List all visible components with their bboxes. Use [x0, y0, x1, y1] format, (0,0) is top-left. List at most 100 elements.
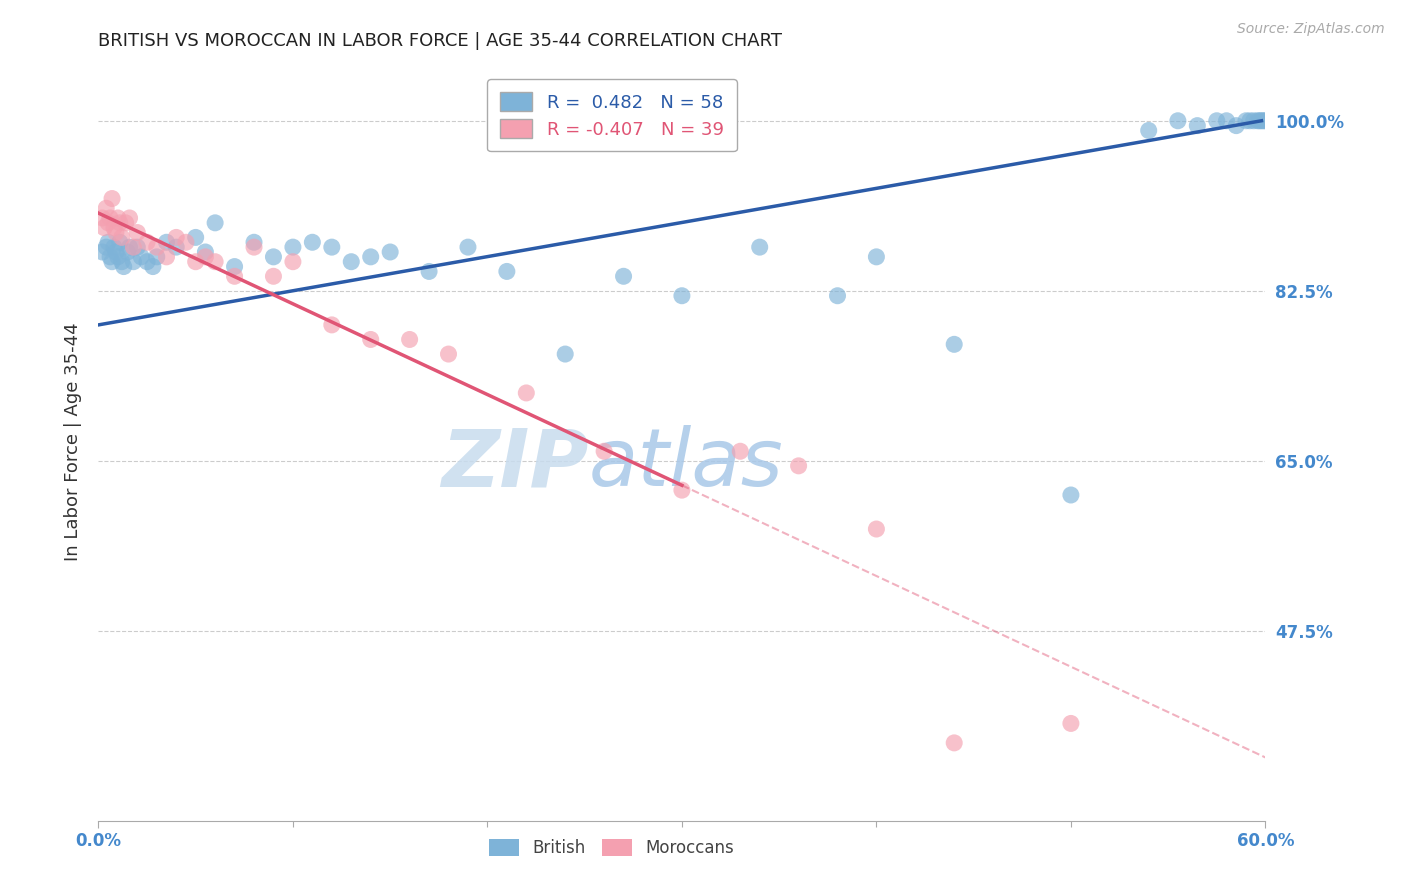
Point	[155, 235, 177, 250]
Point	[97, 216, 120, 230]
Point	[224, 269, 246, 284]
Point	[360, 333, 382, 347]
Point	[1060, 716, 1083, 731]
Point	[1187, 119, 1209, 133]
Point	[165, 230, 187, 244]
Point	[321, 240, 343, 254]
Point	[496, 264, 519, 278]
Point	[748, 240, 770, 254]
Point	[118, 240, 141, 254]
Point	[671, 483, 693, 497]
Point	[827, 289, 849, 303]
Point	[111, 230, 134, 244]
Point	[865, 250, 887, 264]
Point	[155, 250, 177, 264]
Point	[96, 240, 118, 254]
Point	[101, 254, 124, 268]
Point	[1254, 113, 1277, 128]
Point	[1167, 113, 1189, 128]
Point	[1239, 113, 1261, 128]
Point	[457, 240, 479, 254]
Point	[174, 235, 197, 250]
Point	[243, 235, 266, 250]
Text: atlas: atlas	[589, 425, 783, 503]
Point	[380, 245, 402, 260]
Point	[1225, 119, 1247, 133]
Point	[122, 240, 145, 254]
Point	[281, 240, 304, 254]
Point	[184, 254, 207, 268]
Point	[114, 216, 136, 230]
Point	[103, 240, 125, 254]
Point	[112, 260, 135, 274]
Y-axis label: In Labor Force | Age 35-44: In Labor Force | Age 35-44	[63, 322, 82, 561]
Point	[1246, 113, 1268, 128]
Point	[98, 211, 121, 225]
Point	[301, 235, 323, 250]
Point	[136, 235, 159, 250]
Point	[194, 245, 217, 260]
Legend: British, Moroccans: British, Moroccans	[481, 830, 742, 865]
Point	[787, 458, 810, 473]
Point	[437, 347, 460, 361]
Point	[142, 260, 165, 274]
Point	[554, 347, 576, 361]
Text: BRITISH VS MOROCCAN IN LABOR FORCE | AGE 35-44 CORRELATION CHART: BRITISH VS MOROCCAN IN LABOR FORCE | AGE…	[98, 32, 782, 50]
Point	[91, 211, 114, 225]
Point	[398, 333, 420, 347]
Point	[1137, 123, 1160, 137]
Point	[129, 250, 152, 264]
Point	[730, 444, 752, 458]
Point	[108, 216, 131, 230]
Point	[321, 318, 343, 332]
Text: Source: ZipAtlas.com: Source: ZipAtlas.com	[1237, 22, 1385, 37]
Point	[96, 201, 118, 215]
Point	[360, 250, 382, 264]
Point	[136, 254, 159, 268]
Point	[97, 235, 120, 250]
Point	[593, 444, 616, 458]
Point	[101, 192, 124, 206]
Point	[418, 264, 440, 278]
Point	[103, 220, 125, 235]
Point	[943, 736, 966, 750]
Point	[184, 230, 207, 244]
Point	[127, 240, 149, 254]
Point	[613, 269, 636, 284]
Point	[107, 211, 129, 225]
Point	[865, 522, 887, 536]
Point	[1253, 113, 1275, 128]
Point	[340, 254, 363, 268]
Point	[224, 260, 246, 274]
Point	[1215, 113, 1237, 128]
Point	[943, 337, 966, 351]
Point	[122, 254, 145, 268]
Point	[104, 245, 127, 260]
Point	[1243, 113, 1265, 128]
Point	[107, 250, 129, 264]
Point	[204, 216, 226, 230]
Point	[671, 289, 693, 303]
Point	[1249, 113, 1271, 128]
Point	[1205, 113, 1227, 128]
Point	[98, 250, 121, 264]
Point	[118, 211, 141, 225]
Point	[127, 226, 149, 240]
Point	[104, 226, 127, 240]
Point	[262, 250, 284, 264]
Point	[1060, 488, 1083, 502]
Point	[165, 240, 187, 254]
Point	[1234, 113, 1257, 128]
Point	[117, 245, 139, 260]
Point	[515, 386, 537, 401]
Point	[262, 269, 284, 284]
Point	[146, 240, 169, 254]
Point	[194, 250, 217, 264]
Point	[111, 254, 134, 268]
Point	[204, 254, 226, 268]
Point	[91, 245, 114, 260]
Point	[146, 250, 169, 264]
Point	[1250, 113, 1272, 128]
Text: ZIP: ZIP	[441, 425, 589, 503]
Point	[243, 240, 266, 254]
